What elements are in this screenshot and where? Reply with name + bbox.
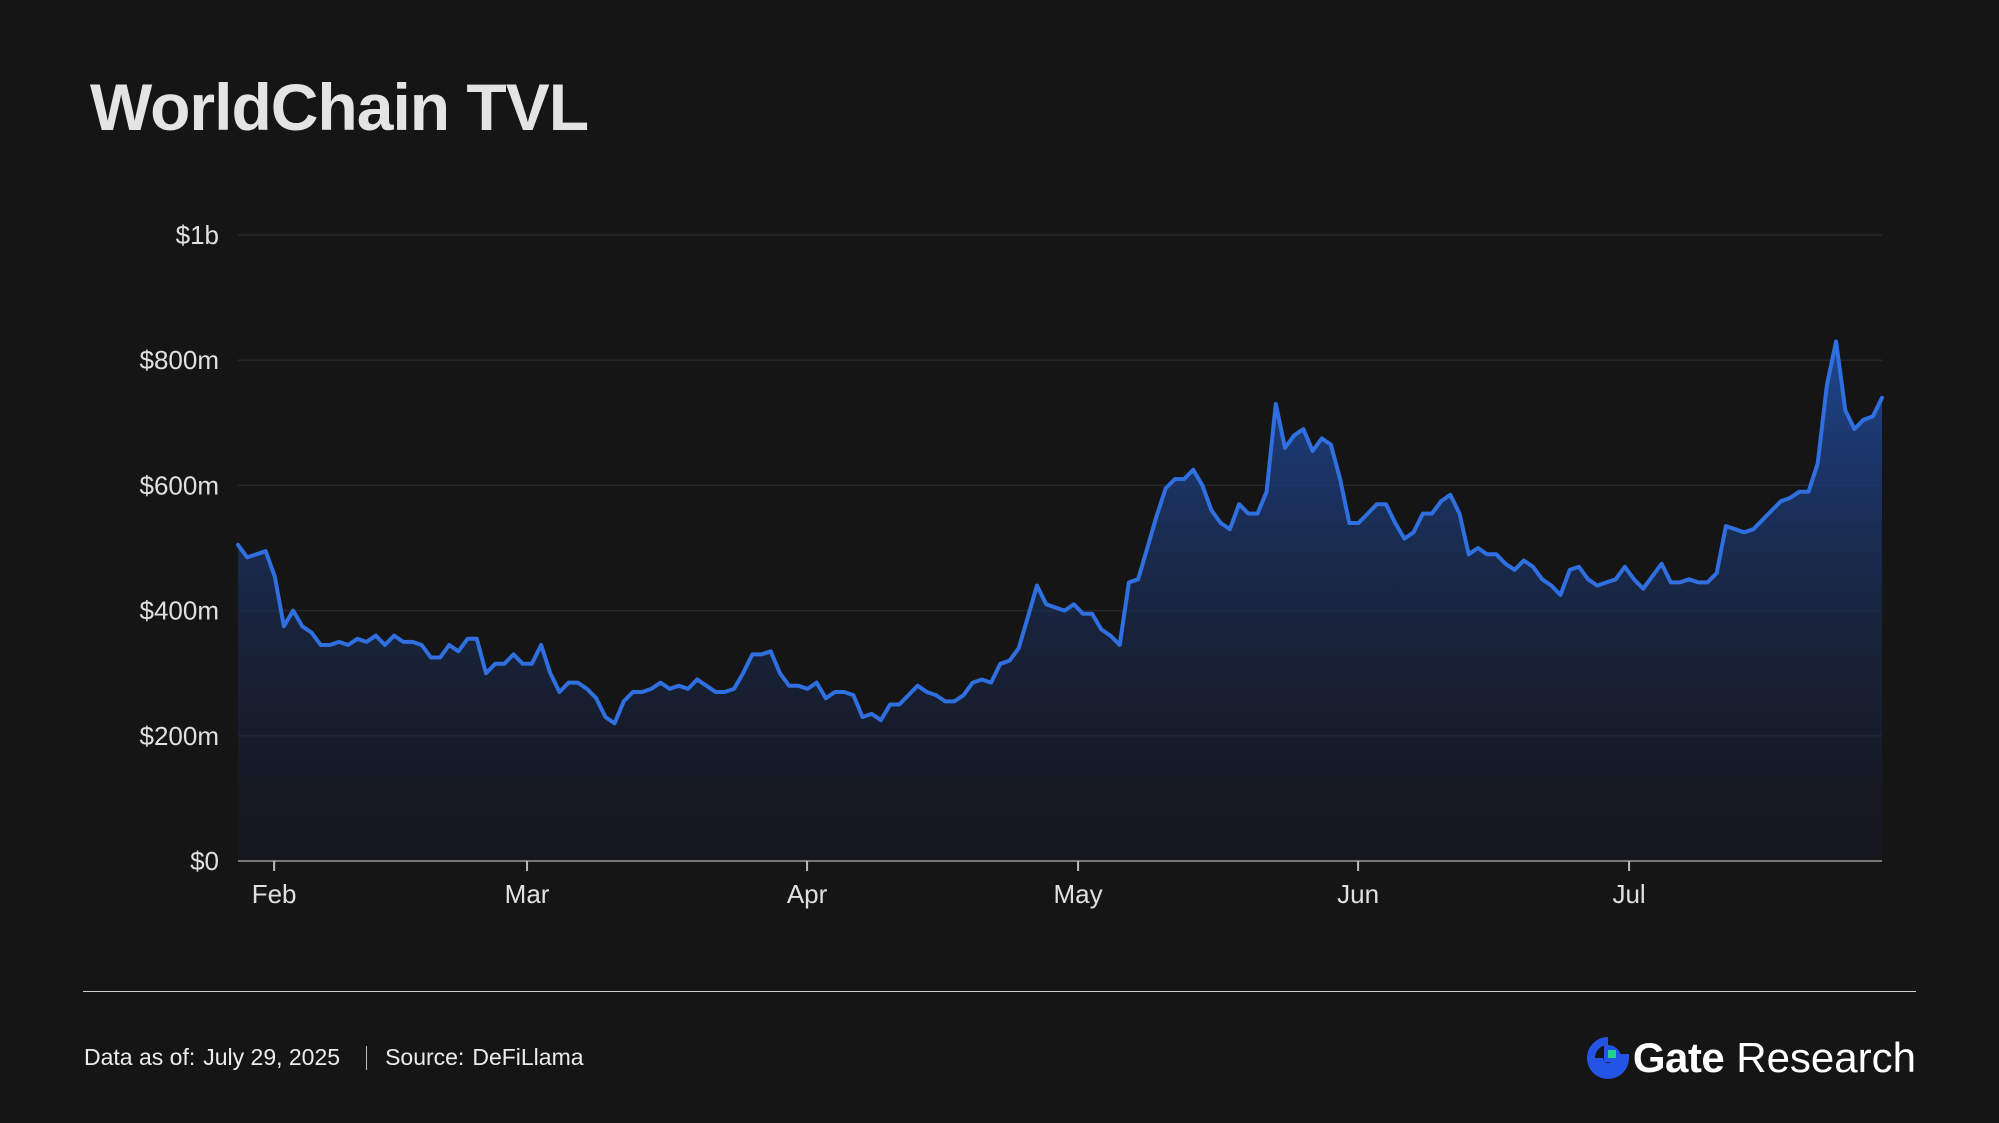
x-tick-label: Apr <box>787 879 828 909</box>
x-axis: Feb Mar Apr May Jun Jul <box>252 861 1646 909</box>
y-axis: $0 $200m $400m $600m $800m $1b <box>140 220 220 876</box>
source-value: DeFiLlama <box>472 1044 584 1070</box>
date-label: Data as of: <box>84 1044 196 1070</box>
tvl-line <box>236 339 1884 726</box>
x-tick-label: Feb <box>252 879 297 909</box>
y-tick-label: $1b <box>176 220 219 250</box>
x-tick-label: Mar <box>505 879 550 909</box>
x-tick-label: May <box>1054 879 1103 909</box>
x-tick-label: Jul <box>1612 879 1645 909</box>
y-tick-label: $800m <box>140 345 220 375</box>
footer-divider <box>83 991 1916 992</box>
brand-logo-block: Gate Research <box>1586 1034 1916 1082</box>
y-tick-label: $200m <box>140 721 220 751</box>
y-tick-label: $0 <box>190 846 219 876</box>
gate-logo-icon <box>1586 1037 1629 1079</box>
footer-meta: Data as of: July 29, 2025 Source: DeFiLl… <box>84 1044 584 1071</box>
y-tick-label: $600m <box>140 470 220 500</box>
tvl-area <box>238 341 1882 861</box>
source-label: Source: <box>385 1044 465 1070</box>
x-tick-label: Jun <box>1337 879 1379 909</box>
chart-title: WorldChain TVL <box>90 70 589 144</box>
brand-name: Gate <box>1632 1034 1725 1081</box>
date-value: July 29, 2025 <box>203 1044 341 1070</box>
y-tick-label: $400m <box>140 596 220 626</box>
brand-suffix: Research <box>1736 1034 1916 1081</box>
footer-separator <box>366 1045 368 1070</box>
